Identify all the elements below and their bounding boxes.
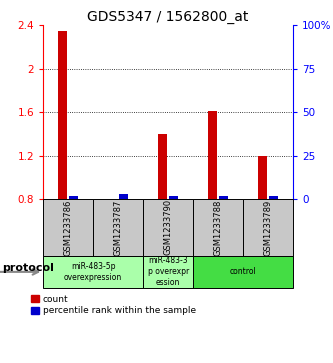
Bar (119, 194, 128, 286)
Bar (258, 156, 267, 286)
Bar (219, 196, 228, 286)
Bar (43, 199, 93, 256)
Text: GSM1233786: GSM1233786 (64, 199, 73, 256)
Bar (269, 196, 278, 286)
Bar (193, 256, 293, 288)
Bar (193, 199, 243, 256)
Bar (158, 134, 167, 286)
Bar (58, 31, 67, 286)
Text: GSM1233789: GSM1233789 (263, 199, 273, 256)
Bar (169, 196, 178, 286)
Text: miR-483-5p
overexpression: miR-483-5p overexpression (64, 262, 122, 282)
Bar (69, 196, 78, 286)
Bar (108, 199, 117, 286)
Legend: count, percentile rank within the sample: count, percentile rank within the sample (31, 294, 196, 315)
Text: control: control (230, 268, 256, 276)
Bar (43, 256, 143, 288)
Bar (243, 199, 293, 256)
Bar (208, 111, 217, 286)
Text: miR-483-3
p overexpr
ession: miR-483-3 p overexpr ession (148, 256, 189, 287)
Text: GSM1233790: GSM1233790 (164, 199, 173, 256)
Text: GSM1233788: GSM1233788 (213, 199, 223, 256)
Bar (143, 256, 193, 288)
Bar (93, 199, 143, 256)
Text: protocol: protocol (2, 263, 54, 273)
Bar (143, 199, 193, 256)
Text: GSM1233787: GSM1233787 (114, 199, 123, 256)
Title: GDS5347 / 1562800_at: GDS5347 / 1562800_at (88, 11, 249, 24)
